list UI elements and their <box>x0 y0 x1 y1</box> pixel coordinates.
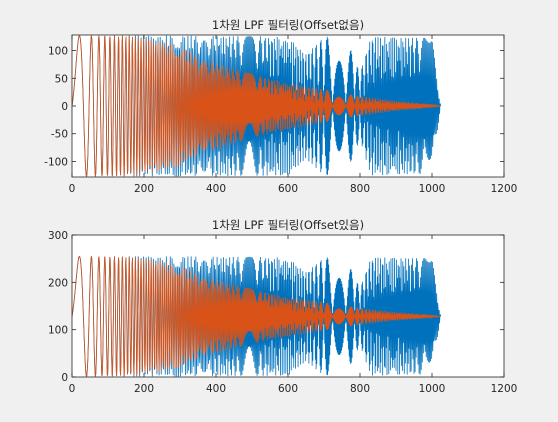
subplot-top-y-tick-label: -50 <box>51 129 68 141</box>
subplot-top-title: 1차원 LPF 필터링(Offset없음) <box>212 18 364 32</box>
subplot-top[interactable]: 1차원 LPF 필터링(Offset없음) 0 200 400 600 800 1000 1… <box>44 18 517 195</box>
subplot-top-y-tick-label: 100 <box>48 46 68 58</box>
subplot-bottom-filtered-line <box>72 255 441 377</box>
subplot-bottom-y-tick-label: 100 <box>48 325 68 337</box>
subplot-top-x-tick-label: 400 <box>206 183 226 195</box>
subplot-bottom-x-tick-label: 200 <box>134 383 154 395</box>
subplot-top-y-tick-label: 0 <box>61 101 68 113</box>
subplot-top-x-tick-label: 1000 <box>419 183 446 195</box>
subplot-top-y-tick-label: 50 <box>55 73 68 85</box>
subplot-top-x-tick-label: 800 <box>350 183 370 195</box>
subplot-bottom-title: 1차원 LPF 필터링(Offset있음) <box>212 218 364 232</box>
subplot-top-x-tick-label: 200 <box>134 183 154 195</box>
subplot-bottom-y-tick-label: 200 <box>48 277 68 289</box>
subplot-top-x-tick-label: 1200 <box>491 183 518 195</box>
subplot-bottom-x-tick-label: 0 <box>69 383 76 395</box>
subplot-top-y-tick-label: -100 <box>44 156 68 168</box>
subplot-bottom-y-tick-label: 300 <box>48 230 68 242</box>
subplot-bottom[interactable]: 1차원 LPF 필터링(Offset있음) 0 200 400 600 800 1000 1… <box>48 218 517 395</box>
subplot-bottom-x-tick-label: 1200 <box>491 383 518 395</box>
subplot-top-filtered-line <box>72 35 441 177</box>
subplot-top-x-tick-label: 600 <box>278 183 298 195</box>
subplot-top-x-tick-label: 0 <box>69 183 76 195</box>
subplot-bottom-x-tick-label: 600 <box>278 383 298 395</box>
subplot-bottom-x-tick-label: 800 <box>350 383 370 395</box>
subplot-bottom-x-tick-label: 1000 <box>419 383 446 395</box>
subplot-bottom-y-tick-label: 0 <box>61 372 68 384</box>
subplot-bottom-x-tick-label: 400 <box>206 383 226 395</box>
